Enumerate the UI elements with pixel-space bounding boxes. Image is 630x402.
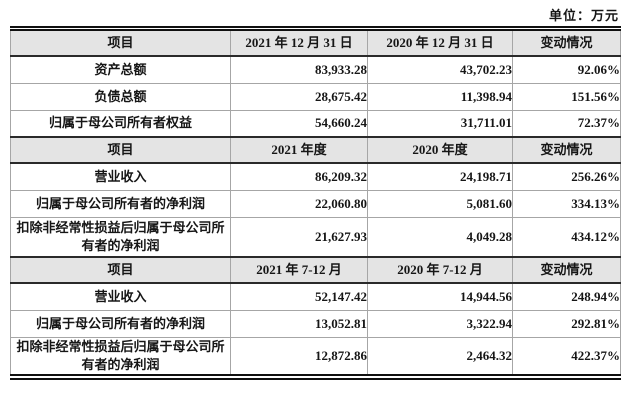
- change-percent: 422.37%: [512, 336, 621, 378]
- column-header-2020-year: 2020 年度: [367, 136, 513, 164]
- row-label: 负债总额: [10, 82, 231, 111]
- row-label: 扣除非经常性损益后归属于母公司所有者的净利润: [10, 216, 231, 258]
- value-2020: 2,464.32: [367, 336, 513, 378]
- value-2021: 13,052.81: [230, 309, 368, 338]
- table-row-net-profit-annual: 归属于母公司所有者的净利润 22,060.80 5,081.60 334.13%: [10, 189, 621, 218]
- change-percent: 92.06%: [512, 55, 621, 84]
- change-percent: 292.81%: [512, 309, 621, 338]
- table-row-revenue-annual: 营业收入 86,209.32 24,198.71 256.26%: [10, 162, 621, 191]
- column-header-change: 变动情况: [512, 136, 621, 164]
- value-2021: 22,060.80: [230, 189, 368, 218]
- row-label: 归属于母公司所有者的净利润: [10, 189, 231, 218]
- value-2021: 83,933.28: [230, 55, 368, 84]
- value-2020: 3,322.94: [367, 309, 513, 338]
- row-label: 营业收入: [10, 162, 231, 191]
- value-2021: 12,872.86: [230, 336, 368, 378]
- column-header-2021-year: 2021 年度: [230, 136, 368, 164]
- value-2020: 4,049.28: [367, 216, 513, 258]
- table-row-net-profit-deducted-h2: 扣除非经常性损益后归属于母公司所有者的净利润 12,872.86 2,464.3…: [10, 336, 621, 378]
- financial-comparison-table: 项目 2021 年 12 月 31 日 2020 年 12 月 31 日 变动情…: [10, 26, 621, 380]
- column-header-item: 项目: [10, 27, 231, 57]
- column-header-2020-h2: 2020 年 7-12 月: [367, 256, 513, 284]
- value-2021: 21,627.93: [230, 216, 368, 258]
- value-2021: 54,660.24: [230, 109, 368, 138]
- table-row-parent-equity: 归属于母公司所有者权益 54,660.24 31,711.01 72.37%: [10, 109, 621, 138]
- change-percent: 256.26%: [512, 162, 621, 191]
- row-label: 营业收入: [10, 282, 231, 311]
- section3-header-row: 项目 2021 年 7-12 月 2020 年 7-12 月 变动情况: [10, 256, 621, 284]
- value-2020: 11,398.94: [367, 82, 513, 111]
- column-header-change: 变动情况: [512, 256, 621, 284]
- value-2020: 24,198.71: [367, 162, 513, 191]
- row-label: 归属于母公司所有者权益: [10, 109, 231, 138]
- table-row-net-profit-h2: 归属于母公司所有者的净利润 13,052.81 3,322.94 292.81%: [10, 309, 621, 338]
- column-header-change: 变动情况: [512, 27, 621, 57]
- value-2021: 86,209.32: [230, 162, 368, 191]
- change-percent: 151.56%: [512, 82, 621, 111]
- column-header-2020-date: 2020 年 12 月 31 日: [367, 27, 513, 57]
- column-header-2021-date: 2021 年 12 月 31 日: [230, 27, 368, 57]
- column-header-item: 项目: [10, 256, 231, 284]
- value-2021: 52,147.42: [230, 282, 368, 311]
- change-percent: 434.12%: [512, 216, 621, 258]
- value-2020: 43,702.23: [367, 55, 513, 84]
- section2-header-row: 项目 2021 年度 2020 年度 变动情况: [10, 136, 621, 164]
- table-row-total-assets: 资产总额 83,933.28 43,702.23 92.06%: [10, 55, 621, 84]
- column-header-2021-h2: 2021 年 7-12 月: [230, 256, 368, 284]
- value-2020: 31,711.01: [367, 109, 513, 138]
- change-percent: 72.37%: [512, 109, 621, 138]
- section1-header-row: 项目 2021 年 12 月 31 日 2020 年 12 月 31 日 变动情…: [10, 27, 621, 57]
- change-percent: 248.94%: [512, 282, 621, 311]
- change-percent: 334.13%: [512, 189, 621, 218]
- table-row-net-profit-deducted-annual: 扣除非经常性损益后归属于母公司所有者的净利润 21,627.93 4,049.2…: [10, 216, 621, 258]
- value-2021: 28,675.42: [230, 82, 368, 111]
- unit-label: 单位：万元: [548, 8, 619, 23]
- value-2020: 14,944.56: [367, 282, 513, 311]
- column-header-item: 项目: [10, 136, 231, 164]
- row-label: 资产总额: [10, 55, 231, 84]
- row-label: 扣除非经常性损益后归属于母公司所有者的净利润: [10, 336, 231, 378]
- row-label: 归属于母公司所有者的净利润: [10, 309, 231, 338]
- table-row-total-liabilities: 负债总额 28,675.42 11,398.94 151.56%: [10, 82, 621, 111]
- value-2020: 5,081.60: [367, 189, 513, 218]
- table-row-revenue-h2: 营业收入 52,147.42 14,944.56 248.94%: [10, 282, 621, 311]
